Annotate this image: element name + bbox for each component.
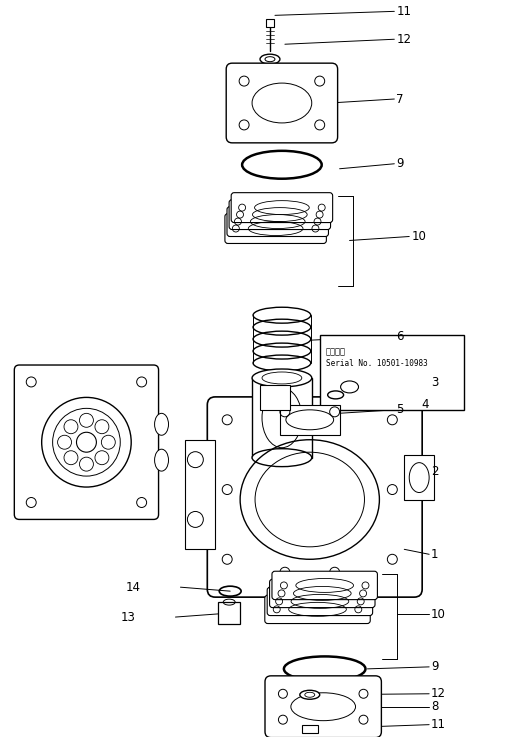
Bar <box>266 19 274 27</box>
Bar <box>320 335 464 410</box>
Text: 11: 11 <box>396 5 411 18</box>
FancyBboxPatch shape <box>265 595 370 624</box>
Ellipse shape <box>252 449 312 466</box>
Bar <box>218 602 240 624</box>
FancyBboxPatch shape <box>225 213 326 244</box>
Text: 3: 3 <box>431 376 438 390</box>
FancyBboxPatch shape <box>272 571 377 600</box>
Bar <box>280 405 340 435</box>
Bar <box>404 455 434 500</box>
Bar <box>302 725 317 733</box>
FancyBboxPatch shape <box>270 579 375 607</box>
Text: 10: 10 <box>431 607 446 621</box>
Text: 12: 12 <box>431 687 446 700</box>
Text: 14: 14 <box>126 581 140 593</box>
Text: 2: 2 <box>431 465 439 478</box>
Text: 6: 6 <box>396 330 404 342</box>
FancyBboxPatch shape <box>227 207 329 236</box>
Text: 7: 7 <box>396 92 404 106</box>
Text: Serial No. 10501-10983: Serial No. 10501-10983 <box>325 359 427 368</box>
Bar <box>260 385 290 410</box>
Text: 8: 8 <box>431 700 438 713</box>
Text: 10: 10 <box>411 230 426 243</box>
Bar <box>252 378 312 458</box>
Text: 9: 9 <box>396 157 404 170</box>
FancyBboxPatch shape <box>231 193 333 223</box>
Ellipse shape <box>155 449 169 471</box>
Text: 4: 4 <box>421 399 429 411</box>
Text: 12: 12 <box>396 32 411 46</box>
Text: 9: 9 <box>431 661 439 673</box>
FancyBboxPatch shape <box>14 365 158 520</box>
Ellipse shape <box>300 690 320 699</box>
Ellipse shape <box>155 413 169 435</box>
Ellipse shape <box>341 381 358 393</box>
Text: 1: 1 <box>431 548 439 561</box>
FancyBboxPatch shape <box>265 676 382 737</box>
FancyBboxPatch shape <box>207 397 422 597</box>
Ellipse shape <box>260 54 280 64</box>
Text: 5: 5 <box>396 404 404 416</box>
FancyBboxPatch shape <box>226 63 338 143</box>
Text: 11: 11 <box>431 718 446 731</box>
FancyBboxPatch shape <box>229 200 331 230</box>
Text: 適用号機: 適用号機 <box>325 347 346 356</box>
FancyBboxPatch shape <box>267 587 373 615</box>
Text: 13: 13 <box>121 610 136 624</box>
Bar <box>186 440 215 549</box>
Ellipse shape <box>252 369 312 387</box>
